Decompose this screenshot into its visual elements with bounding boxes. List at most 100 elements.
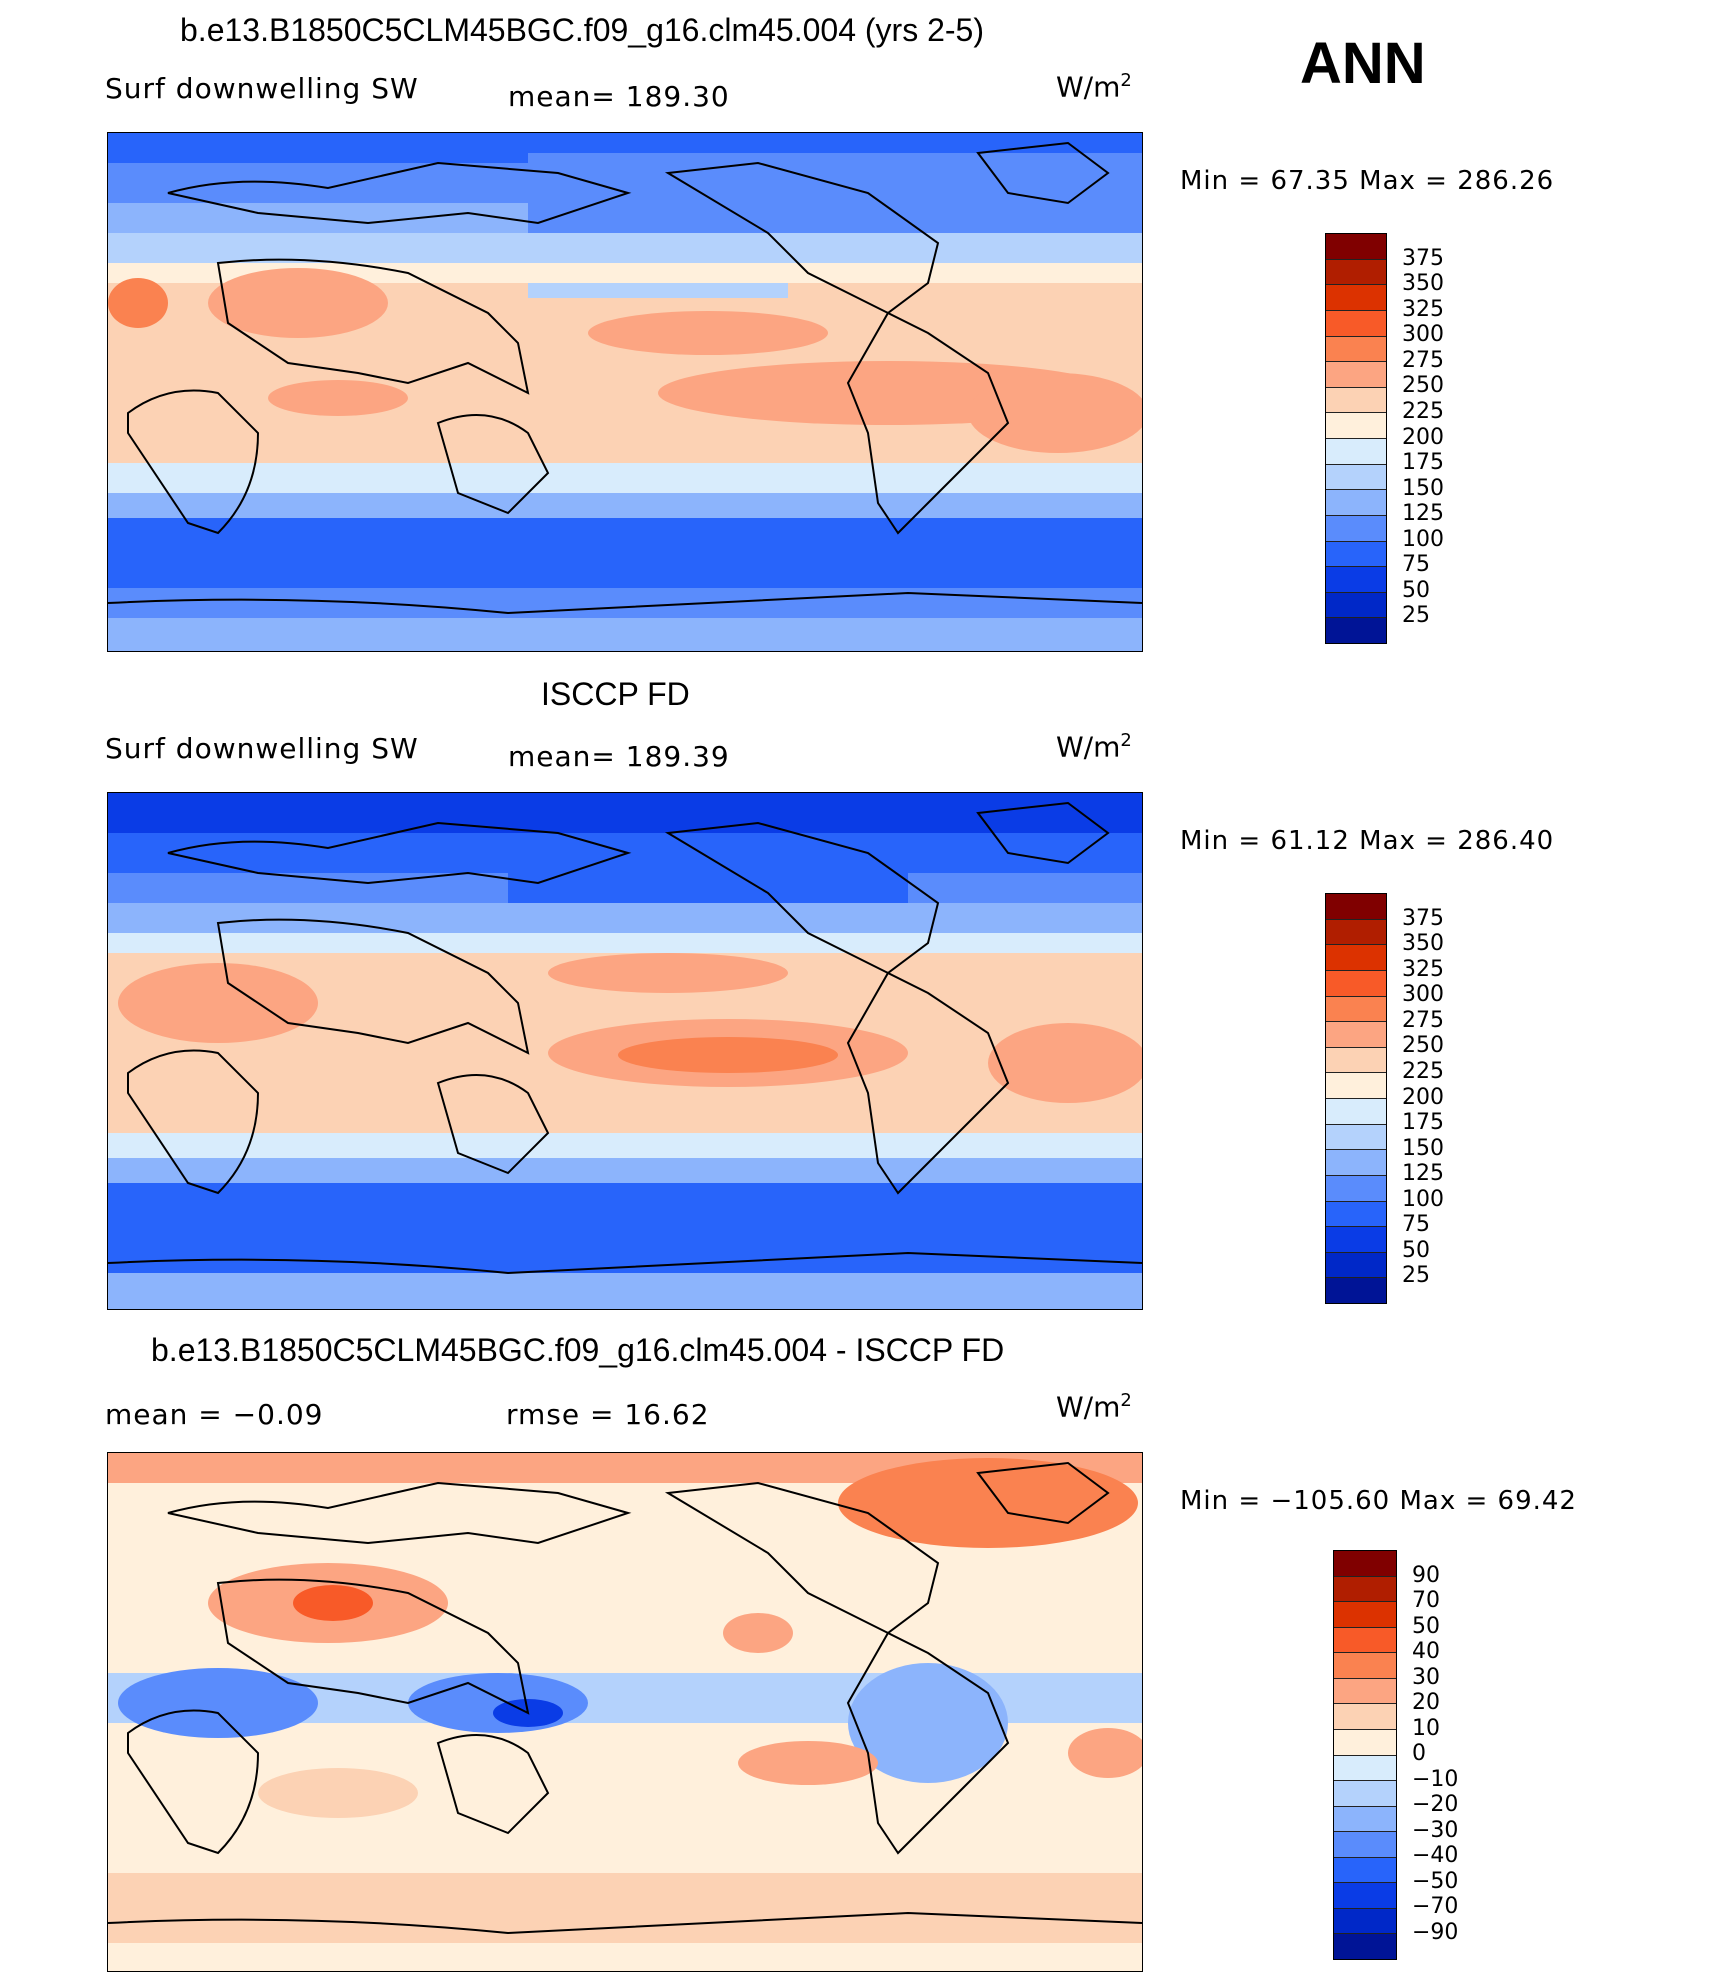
panel-3-colorbar <box>1333 1550 1397 1960</box>
panel-2-colorbar <box>1325 893 1387 1304</box>
colorbar-tick-label: 70 <box>1412 1588 1440 1613</box>
colorbar-swatch <box>1326 1022 1386 1048</box>
colorbar-tick-label: 325 <box>1402 296 1444 322</box>
colorbar-swatch <box>1334 1627 1396 1654</box>
colorbar-tick-label: 40 <box>1412 1639 1440 1664</box>
colorbar-tick-label: 50 <box>1402 1237 1430 1263</box>
panel-2-title: ISCCP FD <box>541 676 690 712</box>
colorbar-tick-label: 75 <box>1402 552 1430 578</box>
colorbar-tick-label: 0 <box>1412 1741 1426 1766</box>
colorbar-swatch <box>1334 1729 1396 1756</box>
colorbar-tick-label: 25 <box>1402 1263 1430 1289</box>
colorbar-swatch <box>1326 1124 1386 1151</box>
colorbar-swatch <box>1326 310 1386 337</box>
colorbar-tick-label: 325 <box>1402 956 1444 982</box>
colorbar-tick-label: 100 <box>1402 526 1444 552</box>
season-label: ANN <box>1300 31 1426 96</box>
panel-1-units: W/m2 <box>1056 70 1132 104</box>
colorbar-swatch <box>1326 592 1386 619</box>
panel-1-variable-label: Surf downwelling SW <box>105 72 419 105</box>
panel-3-map <box>107 1452 1143 1972</box>
colorbar-swatch <box>1334 1832 1396 1858</box>
colorbar-tick-label: 275 <box>1402 347 1444 373</box>
panel-3-minmax: Min = −105.60 Max = 69.42 <box>1180 1486 1577 1516</box>
panel-2-mean: mean= 189.39 <box>508 740 730 773</box>
colorbar-tick-label: 175 <box>1402 450 1444 476</box>
panel-3-rmse: rmse = 16.62 <box>506 1398 710 1431</box>
colorbar-swatch <box>1326 970 1386 997</box>
colorbar-swatch <box>1326 439 1386 465</box>
colorbar-tick-label: 225 <box>1402 1058 1444 1084</box>
colorbar-swatch <box>1326 945 1386 971</box>
colorbar-tick-label: −30 <box>1412 1817 1459 1843</box>
panel-1-map <box>107 132 1143 652</box>
colorbar-swatch <box>1326 1278 1386 1303</box>
colorbar-swatch <box>1334 1576 1396 1603</box>
colorbar-tick-label: −40 <box>1412 1843 1459 1868</box>
colorbar-swatch <box>1326 1252 1386 1279</box>
colorbar-swatch <box>1326 490 1386 516</box>
panel-1-minmax: Min = 67.35 Max = 286.26 <box>1180 166 1555 196</box>
colorbar-swatch <box>1326 1073 1386 1099</box>
colorbar-tick-label: −50 <box>1412 1868 1459 1894</box>
colorbar-tick-label: 150 <box>1402 475 1444 501</box>
colorbar-tick-label: 200 <box>1402 424 1444 450</box>
colorbar-tick-label: 50 <box>1402 577 1430 603</box>
panel-1-colorbar-labels: 375 350 325 300 275 250 225 200 175 150 125 100 75 50… <box>1402 233 1502 642</box>
colorbar-swatch <box>1326 413 1386 439</box>
colorbar-tick-label: 30 <box>1412 1664 1440 1690</box>
panel-3-mean: mean = −0.09 <box>105 1398 324 1431</box>
panel-2-minmax: Min = 61.12 Max = 286.40 <box>1180 826 1555 856</box>
colorbar-tick-label: 250 <box>1402 373 1444 399</box>
colorbar-swatch <box>1326 1099 1386 1125</box>
colorbar-tick-label: 175 <box>1402 1110 1444 1136</box>
colorbar-tick-label: 150 <box>1402 1135 1444 1161</box>
colorbar-swatch <box>1334 1653 1396 1679</box>
colorbar-swatch <box>1334 1678 1396 1705</box>
panel-1-mean: mean= 189.30 <box>508 80 730 113</box>
colorbar-tick-label: 20 <box>1412 1690 1440 1715</box>
panel-3-colorbar-labels: 90 70 50 40 30 20 10 0 −10 −20 −30 −40 −50 −70 −90 <box>1412 1550 1512 1958</box>
panel-1-title: b.e13.B1850C5CLM45BGC.f09_g16.clm45.004 … <box>180 12 984 48</box>
colorbar-swatch <box>1326 387 1386 414</box>
colorbar-tick-label: 125 <box>1402 1161 1444 1187</box>
colorbar-tick-label: 50 <box>1412 1613 1440 1639</box>
colorbar-swatch <box>1326 894 1386 920</box>
colorbar-tick-label: 10 <box>1412 1715 1440 1741</box>
panel-2-units: W/m2 <box>1056 730 1132 764</box>
colorbar-tick-label: 125 <box>1402 501 1444 527</box>
colorbar-swatch <box>1326 1201 1386 1228</box>
colorbar-tick-label: 300 <box>1402 982 1444 1008</box>
colorbar-tick-label: 25 <box>1402 603 1430 629</box>
colorbar-swatch <box>1326 515 1386 542</box>
colorbar-tick-label: −20 <box>1412 1792 1459 1817</box>
colorbar-swatch <box>1326 234 1386 260</box>
colorbar-swatch <box>1334 1551 1396 1577</box>
colorbar-tick-label: 375 <box>1402 245 1444 271</box>
colorbar-swatch <box>1334 1857 1396 1884</box>
colorbar-tick-label: 250 <box>1402 1033 1444 1059</box>
colorbar-swatch <box>1326 362 1386 388</box>
colorbar-swatch <box>1334 1755 1396 1782</box>
colorbar-swatch <box>1334 1934 1396 1959</box>
colorbar-tick-label: 275 <box>1402 1007 1444 1033</box>
colorbar-swatch <box>1326 1175 1386 1202</box>
colorbar-swatch <box>1326 464 1386 491</box>
panel-2-variable-label: Surf downwelling SW <box>105 732 419 765</box>
panel-1-colorbar <box>1325 233 1387 644</box>
colorbar-swatch <box>1326 567 1386 593</box>
colorbar-swatch <box>1326 618 1386 643</box>
colorbar-swatch <box>1334 1908 1396 1935</box>
colorbar-swatch <box>1326 259 1386 286</box>
colorbar-swatch <box>1326 285 1386 311</box>
colorbar-tick-label: −90 <box>1412 1919 1459 1945</box>
colorbar-swatch <box>1334 1781 1396 1807</box>
colorbar-tick-label: 300 <box>1402 322 1444 348</box>
colorbar-tick-label: 90 <box>1412 1562 1440 1588</box>
panel-3-units: W/m2 <box>1056 1390 1132 1424</box>
colorbar-tick-label: −70 <box>1412 1894 1459 1919</box>
colorbar-swatch <box>1326 336 1386 363</box>
colorbar-swatch <box>1334 1883 1396 1909</box>
colorbar-swatch <box>1326 996 1386 1023</box>
colorbar-swatch <box>1326 541 1386 568</box>
